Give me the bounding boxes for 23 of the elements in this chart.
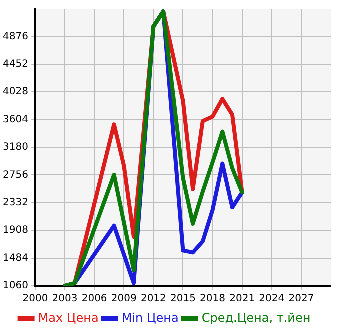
x-tick-label: 2003 xyxy=(52,294,78,305)
y-tick-label: 3604 xyxy=(2,114,28,126)
y-tick-label: 1484 xyxy=(2,252,28,264)
legend-label: Max Цена xyxy=(38,311,99,326)
x-tick-label: 2006 xyxy=(82,294,108,305)
x-tick-label: 2027 xyxy=(288,294,314,305)
y-tick-label: 3180 xyxy=(2,142,28,154)
legend-label: Min Цена xyxy=(122,311,179,326)
x-tick-label: 2018 xyxy=(200,294,226,305)
x-tick-label: 2024 xyxy=(259,294,285,305)
x-tick-label: 2012 xyxy=(140,294,166,305)
y-tick-label: 4028 xyxy=(2,86,28,98)
y-tick-label: 1908 xyxy=(2,225,28,236)
y-tick-label: 4876 xyxy=(2,31,28,42)
x-tick-label: 2015 xyxy=(170,294,196,305)
y-tick-label: 1060 xyxy=(2,280,28,292)
legend-label: Сред.Цена, т.йен xyxy=(202,311,311,326)
y-tick-label: 2332 xyxy=(2,197,28,208)
y-tick-label: 4452 xyxy=(2,58,28,70)
x-tick-label: 2021 xyxy=(230,294,256,305)
y-tick-label: 2756 xyxy=(2,170,28,181)
x-tick-label: 2000 xyxy=(22,294,48,305)
x-tick-label: 2009 xyxy=(111,294,137,305)
